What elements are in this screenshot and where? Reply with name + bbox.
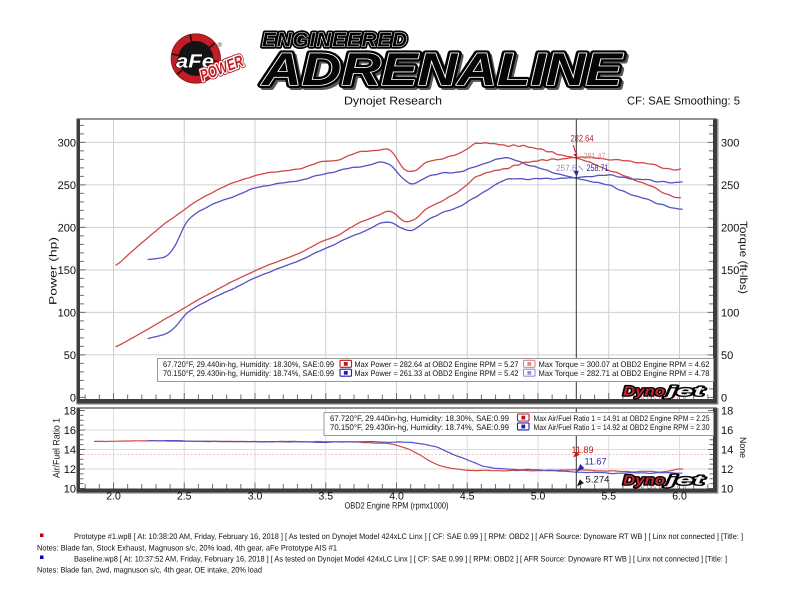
svg-text:ADRENALINE: ADRENALINE: [263, 46, 626, 98]
svg-text:ENGINEERED: ENGINEERED: [262, 30, 408, 52]
svg-text:12: 12: [64, 464, 76, 476]
svg-text:150: 150: [58, 265, 76, 277]
svg-text:ADRENALINE: ADRENALINE: [261, 43, 624, 95]
svg-text:Dyno: Dyno: [623, 473, 665, 488]
svg-text:RESEARCH: RESEARCH: [641, 396, 689, 401]
svg-text:4.0: 4.0: [389, 491, 404, 503]
svg-text:CF: SAE Smoothing: 5: CF: SAE Smoothing: 5: [627, 96, 740, 108]
svg-text:Torque (ft-lbs): Torque (ft-lbs): [737, 221, 749, 294]
svg-text:jet: jet: [663, 384, 705, 399]
svg-text:2.5: 2.5: [177, 491, 192, 503]
svg-text:100: 100: [58, 307, 76, 319]
svg-text:ENGINEERED: ENGINEERED: [262, 30, 408, 52]
svg-text:100: 100: [721, 307, 739, 319]
svg-text:ADRENALINE: ADRENALINE: [261, 43, 624, 95]
svg-text:Notes: Blade fan, 2wd, magnuso: Notes: Blade fan, 2wd, magnuson s/c, 4th…: [37, 566, 262, 575]
svg-text:300: 300: [58, 137, 76, 149]
svg-text:jet: jet: [663, 473, 705, 488]
svg-text:Power (hp): Power (hp): [48, 237, 60, 305]
svg-text:18: 18: [64, 406, 76, 418]
svg-text:0: 0: [70, 392, 76, 404]
svg-text:Dynojet Research: Dynojet Research: [344, 96, 442, 108]
svg-text:Max Torque = 282.71 at OBD2 En: Max Torque = 282.71 at OBD2 Engine RPM =…: [539, 369, 711, 378]
svg-text:14: 14: [64, 445, 76, 457]
svg-text:Dyno: Dyno: [623, 384, 665, 399]
svg-text:11.89: 11.89: [572, 445, 594, 456]
svg-text:250: 250: [58, 180, 76, 192]
svg-text:257.6: 257.6: [556, 163, 577, 173]
svg-text:aFe: aFe: [176, 52, 214, 73]
svg-text:6.0: 6.0: [672, 491, 687, 503]
svg-text:Max Power = 261.33 at OBD2 Eng: Max Power = 261.33 at OBD2 Engine RPM = …: [355, 369, 519, 378]
svg-text:Dyno: Dyno: [623, 384, 665, 399]
svg-text:3.5: 3.5: [318, 491, 333, 503]
svg-text:ADRENALINE: ADRENALINE: [261, 43, 624, 95]
svg-text:Prototype #1.wp8 [ At: 10:38:: Prototype #1.wp8 [ At: 10:38:20 AM, Frid…: [74, 532, 743, 541]
svg-text:None: None: [738, 437, 748, 458]
svg-text:200: 200: [721, 222, 739, 234]
svg-text:12: 12: [721, 464, 733, 476]
svg-text:258.71: 258.71: [587, 163, 609, 174]
svg-text:Max Air/Fuel Ratio 1 = 14.91 a: Max Air/Fuel Ratio 1 = 14.91 at OBD2 Eng…: [534, 414, 710, 423]
svg-text:16: 16: [64, 425, 76, 437]
svg-text:50: 50: [64, 350, 76, 362]
svg-text:18: 18: [721, 406, 733, 418]
svg-text:jet: jet: [663, 473, 705, 488]
svg-text:67.720°F, 29.440in-hg, Humidit: 67.720°F, 29.440in-hg, Humidity: 18.30%,…: [163, 360, 335, 369]
svg-text:®: ®: [218, 42, 223, 49]
svg-text:70.150°F, 29.430in-hg, Humidit: 70.150°F, 29.430in-hg, Humidity: 18.74%,…: [330, 423, 510, 432]
svg-text:OBD2 Engine RPM (rpmx1000): OBD2 Engine RPM (rpmx1000): [345, 501, 449, 511]
svg-text:5.274: 5.274: [586, 475, 610, 486]
svg-text:150: 150: [721, 265, 739, 277]
svg-text:3.0: 3.0: [248, 491, 263, 503]
svg-text:11.67: 11.67: [585, 457, 607, 468]
svg-text:ENGINEERED: ENGINEERED: [262, 30, 408, 52]
svg-text:Max Torque = 300.07 at OBD2 En: Max Torque = 300.07 at OBD2 Engine RPM =…: [539, 360, 711, 369]
svg-text:300: 300: [721, 137, 739, 149]
svg-text:10: 10: [721, 484, 733, 496]
svg-text:RESEARCH: RESEARCH: [641, 485, 689, 490]
svg-text:10: 10: [64, 484, 76, 496]
svg-text:16: 16: [721, 425, 733, 437]
svg-text:Max Air/Fuel Ratio 1 = 14.92 a: Max Air/Fuel Ratio 1 = 14.92 at OBD2 Eng…: [534, 423, 710, 432]
svg-text:Notes: Blade fan, Stock Exhaus: Notes: Blade fan, Stock Exhaust, Magnuso…: [37, 544, 338, 553]
svg-text:Dyno: Dyno: [623, 473, 665, 488]
svg-text:0: 0: [721, 392, 727, 404]
svg-text:5.5: 5.5: [601, 491, 616, 503]
svg-text:50: 50: [721, 350, 733, 362]
svg-text:Air/Fuel Ratio 1: Air/Fuel Ratio 1: [52, 418, 63, 478]
svg-text:4.5: 4.5: [460, 491, 475, 503]
svg-text:67.720°F, 29.440in-hg, Humidit: 67.720°F, 29.440in-hg, Humidity: 18.30%,…: [330, 414, 510, 423]
svg-text:282.64: 282.64: [571, 134, 594, 145]
svg-text:200: 200: [58, 222, 76, 234]
svg-text:14: 14: [721, 445, 733, 457]
svg-text:5.0: 5.0: [531, 491, 546, 503]
svg-text:2.0: 2.0: [106, 491, 121, 503]
svg-text:70.150°F, 29.430in-hg, Humidit: 70.150°F, 29.430in-hg, Humidity: 18.74%,…: [163, 369, 335, 378]
svg-text:250: 250: [721, 180, 739, 192]
svg-text:Baseline.wp8 [ At: 10:37:52 A: Baseline.wp8 [ At: 10:37:52 AM, Friday, …: [74, 555, 727, 564]
svg-text:281.47: 281.47: [584, 151, 606, 161]
svg-text:jet: jet: [663, 384, 705, 399]
svg-text:Max Power = 282.64 at OBD2 Eng: Max Power = 282.64 at OBD2 Engine RPM = …: [355, 360, 519, 369]
